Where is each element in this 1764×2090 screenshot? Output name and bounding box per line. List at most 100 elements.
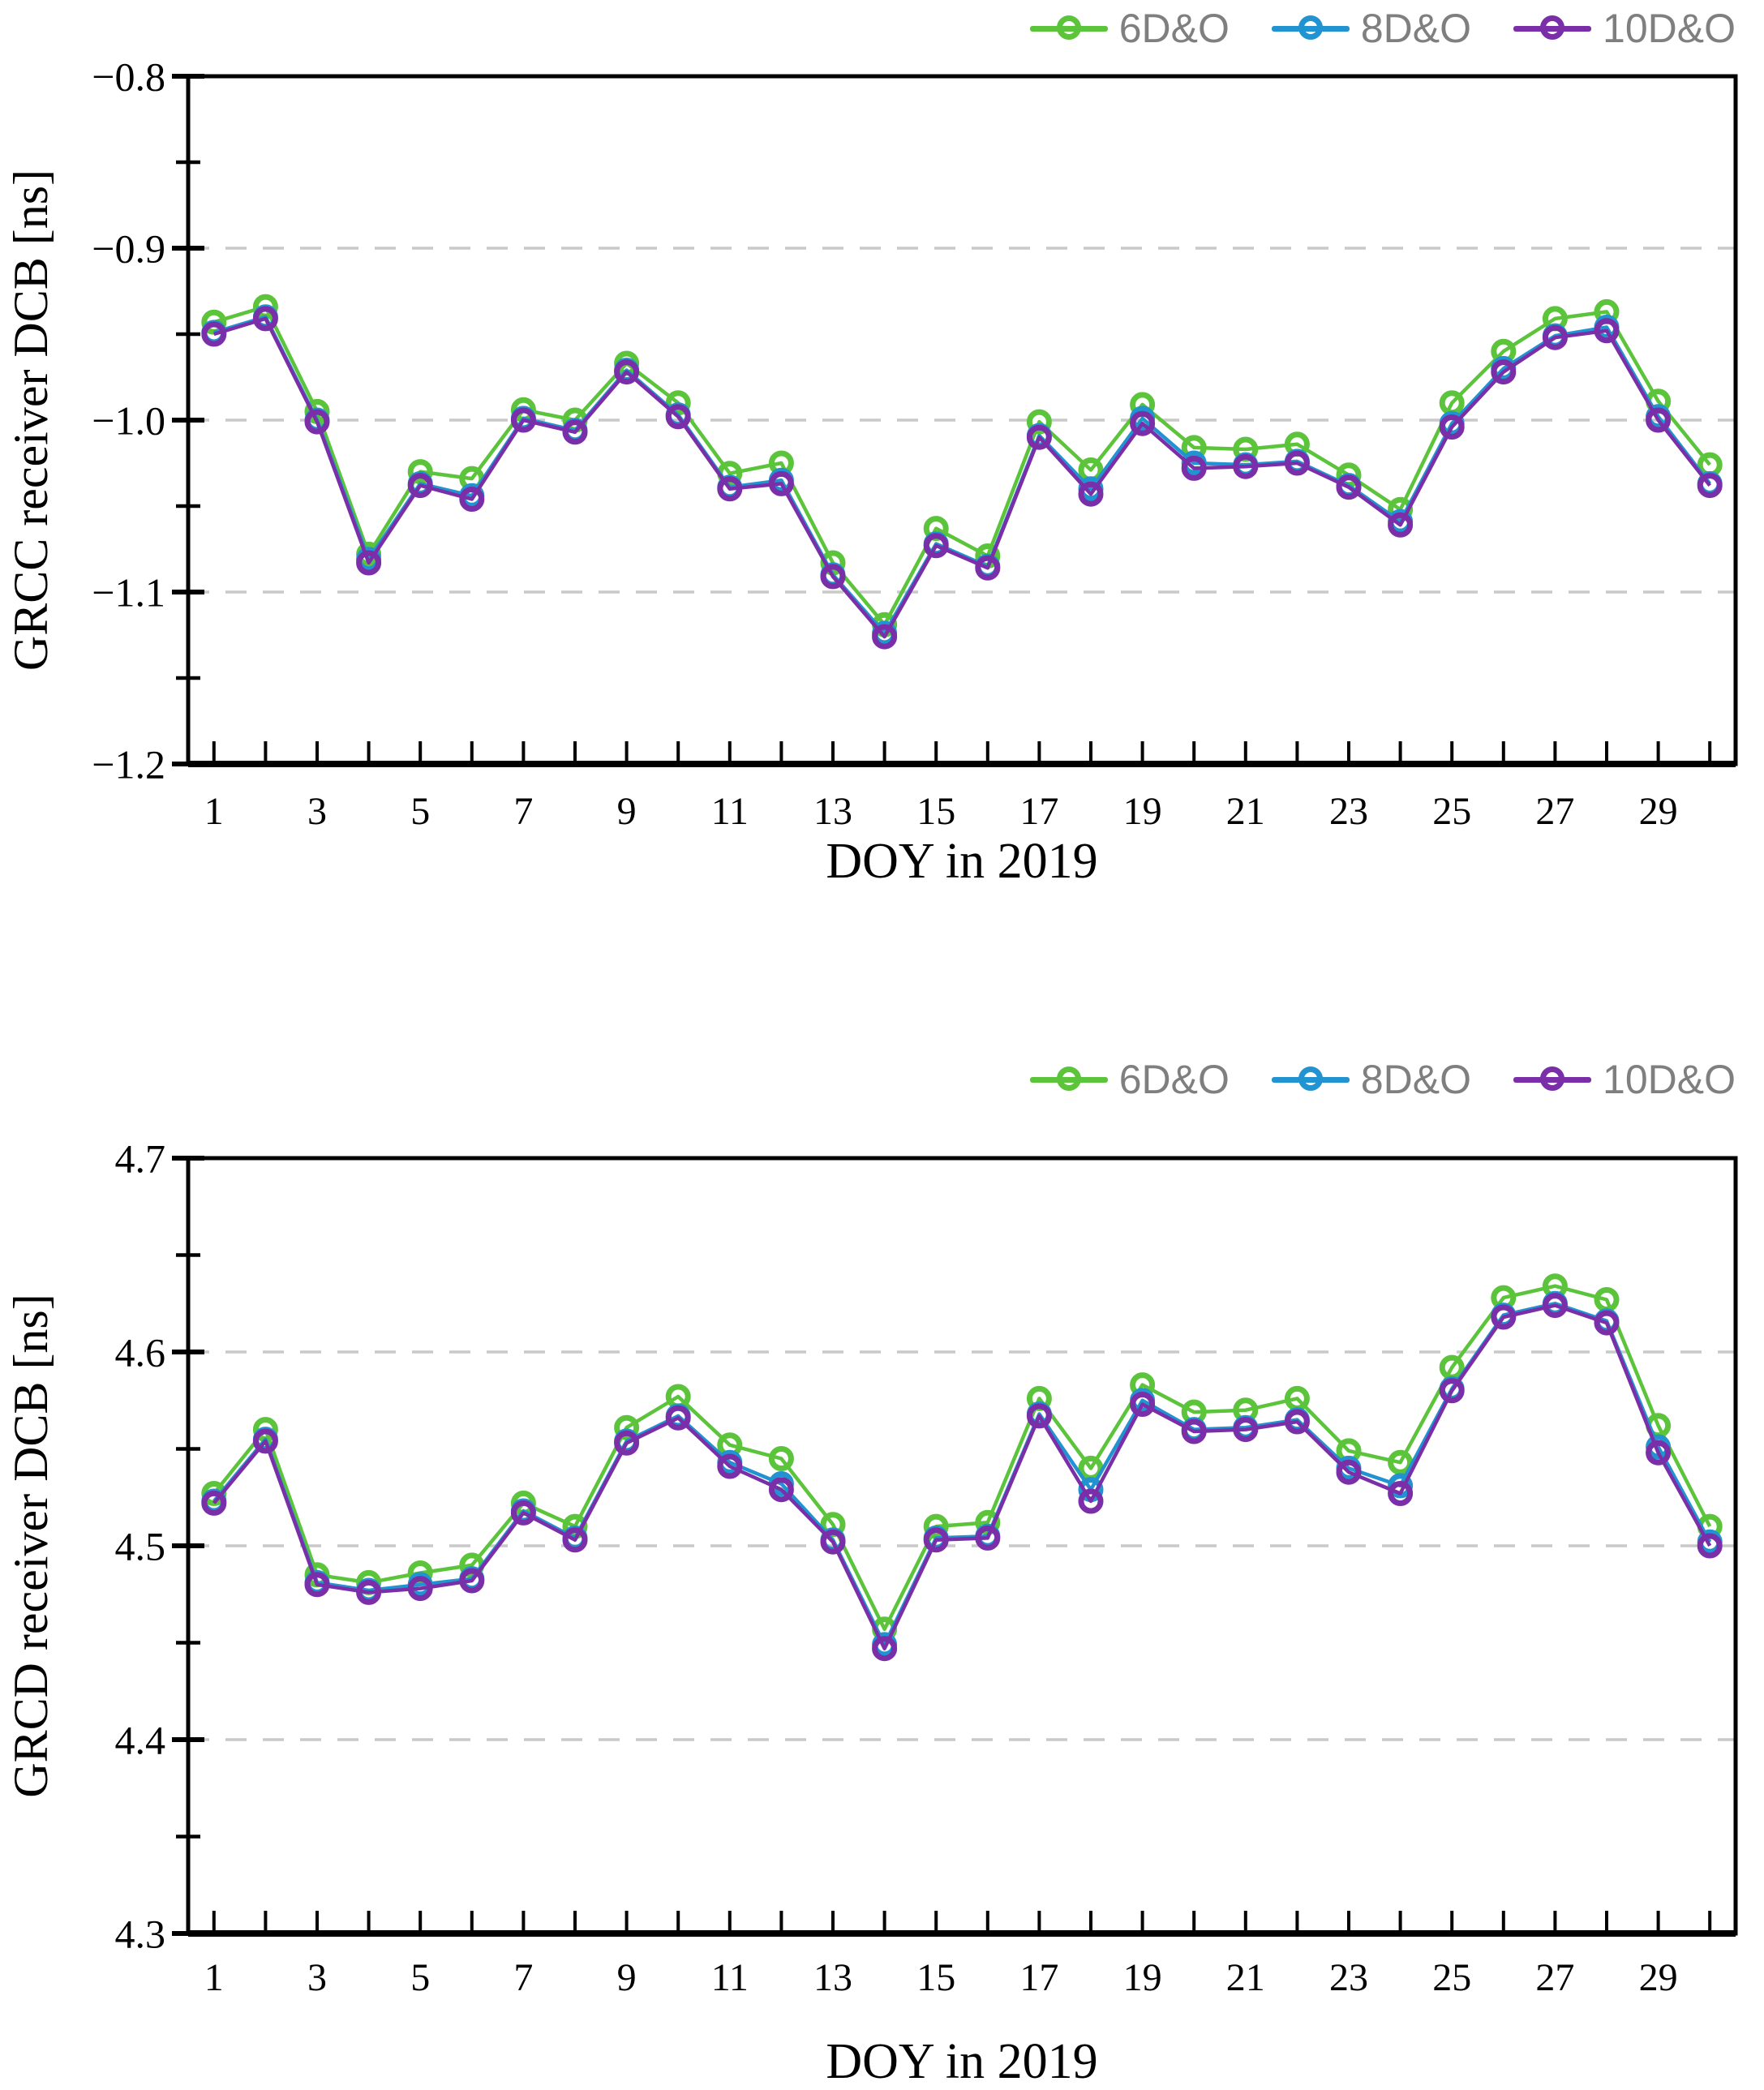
data-point-marker [1439,1378,1465,1404]
x-tick-label: 1 [204,790,224,833]
data-point-marker [614,359,640,385]
x-tick-label: 5 [410,790,430,833]
x-tick-label: 25 [1432,790,1471,833]
data-point-marker [304,1572,330,1598]
data-point-marker [1336,474,1362,500]
series-8do-grcd [201,1290,1723,1658]
y-axis-title: GRCD receiver DCB [ns] [4,1294,58,1798]
data-point-marker [717,476,743,502]
data-point-marker [252,1428,278,1454]
data-point-marker [252,306,278,332]
data-point-marker [1491,359,1517,385]
series-6do-grcc [201,294,1723,637]
legend-label: 6D&O [1118,1057,1230,1102]
x-tick-label: 23 [1329,1956,1368,1999]
data-point-marker [768,1477,794,1503]
series-10do-grcc [201,306,1723,650]
data-point-marker [768,1446,794,1471]
data-point-marker [1078,1488,1104,1514]
x-tick-label: 15 [916,1956,955,1999]
x-tick-label: 13 [813,1956,852,1999]
series-line [212,1303,1712,1650]
legend-marker-icon [1513,1066,1592,1093]
x-tick-label: 23 [1329,790,1368,833]
data-point-marker [304,409,330,435]
chart-grcc: −0.8−0.9−1.0−1.1−1.21 3 5 7 9 11 13 15 17 19 21 23 2… [4,54,1738,889]
data-point-marker [1336,1459,1362,1485]
x-tick-label: 3 [307,1956,327,1999]
y-tick-label: −0.8 [92,54,165,100]
legend-marker-icon [1271,1066,1350,1093]
data-point-marker [1646,1440,1672,1466]
legend-label: 8D&O [1360,6,1472,51]
data-point-marker [356,1579,382,1605]
y-axis-title: GRCC receiver DCB [ns] [4,170,58,671]
x-tick-label: 9 [617,790,637,833]
x-tick-label: 29 [1639,790,1678,833]
x-axis-title: DOY in 2019 [826,834,1097,889]
series-line [212,1302,1712,1647]
data-point-marker [459,487,485,512]
data-point-marker [1130,1392,1156,1417]
data-point-marker [820,1529,846,1555]
x-tick-label: 11 [711,790,749,833]
data-point-marker [717,1453,743,1479]
gridlines-grcd [188,1157,1736,1741]
x-axis-title: DOY in 2019 [826,2034,1097,2089]
data-point-marker [1026,424,1052,450]
legend-open-circle-icon [1540,15,1565,40]
data-point-marker [1181,1418,1207,1444]
data-point-marker [923,1527,949,1553]
legend-marker-icon [1271,15,1350,42]
data-point-marker [510,407,536,433]
legend-label: 10D&O [1603,1057,1736,1102]
x-tick-label: 29 [1639,1956,1678,1999]
data-point-marker [1078,481,1104,507]
x-tick-label: 21 [1226,790,1265,833]
data-point-marker [201,1490,227,1516]
y-tick-label: 4.5 [115,1524,166,1569]
series-line [213,304,1711,627]
chart-grcd: 4.74.64.54.44.31 3 5 7 9 11 13 15 17 19 21 23 25 27 29… [4,1136,1738,2089]
data-point-marker [1542,1293,1568,1319]
data-point-marker [975,555,1001,581]
data-point-marker [1491,1304,1517,1330]
legend-open-circle-icon [1298,1066,1323,1091]
series-line [213,316,1711,639]
data-point-marker [407,1560,433,1586]
series-line [212,1284,1712,1632]
data-point-marker [1388,512,1414,538]
data-point-marker [614,1430,640,1456]
data-point-marker [1388,1481,1414,1506]
data-point-marker [562,419,588,445]
x-tick-label: 7 [513,1956,533,1999]
x-tick-label: 17 [1019,790,1058,833]
x-axis-grcd: 1 3 5 7 9 11 13 15 17 19 21 23 25 27 29 [204,1911,1712,1999]
data-point-marker [1697,1533,1723,1559]
data-point-marker [872,624,898,650]
data-point-marker [872,1636,898,1662]
data-point-marker [407,459,433,485]
data-point-marker [510,1500,536,1526]
data-point-marker [923,1513,949,1539]
y-tick-label: 4.3 [115,1912,166,1957]
y-tick-label: −1.1 [92,570,165,616]
data-point-marker [407,473,433,499]
x-tick-label: 7 [513,790,533,833]
data-point-marker [1284,1409,1310,1435]
y-tick-label: −0.9 [92,226,165,272]
x-tick-label: 21 [1226,1956,1265,1999]
x-tick-label: 19 [1123,790,1162,833]
legend-open-circle-icon [1056,1066,1081,1091]
legend-marker-icon [1029,1066,1108,1093]
data-point-marker [1594,318,1620,344]
gridlines-grcc [188,75,1736,594]
legend-open-circle-icon [1298,15,1323,40]
series-10do-grcd [201,1293,1723,1662]
data-point-marker [923,533,949,559]
data-point-marker [1542,324,1568,350]
data-point-marker [1284,450,1310,476]
x-tick-label: 15 [916,790,955,833]
data-point-marker [1439,414,1465,440]
